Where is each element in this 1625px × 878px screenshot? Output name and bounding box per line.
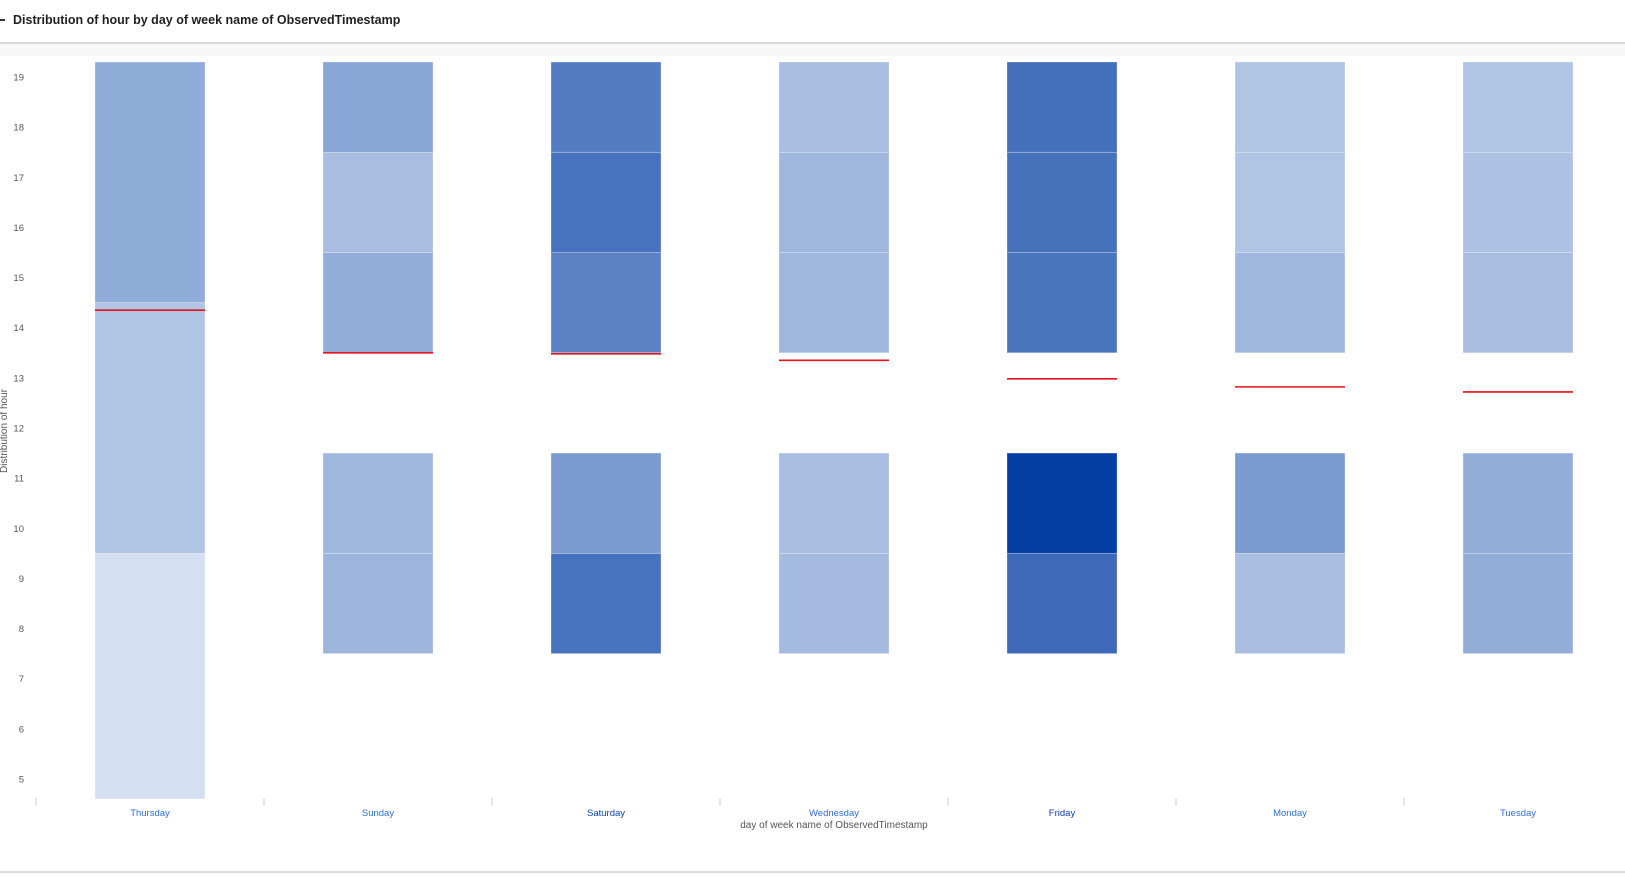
x-tick-label: Wednesday — [809, 808, 859, 819]
y-tick-label: 10 — [13, 524, 24, 535]
heatmap-cell — [1234, 252, 1346, 354]
x-tick-label: Friday — [1049, 808, 1076, 819]
y-axis: 5 6 7 8 9 10 11 12 13 14 15 16 17 18 19 — [13, 73, 24, 786]
y-tick-label: 9 — [19, 574, 24, 585]
heatmap-cell — [778, 552, 890, 655]
heatmap-cell — [1234, 552, 1346, 655]
heatmap-cell — [1462, 552, 1574, 655]
y-tick-label: 7 — [19, 674, 24, 685]
heatmap-cell — [322, 151, 434, 253]
y-tick-label: 11 — [14, 474, 24, 485]
page-title: Distribution of hour by day of week name… — [13, 13, 401, 27]
heatmap-cell — [322, 452, 434, 554]
y-tick-label: 16 — [13, 223, 24, 234]
y-tick-label: 18 — [13, 123, 24, 134]
heatmap-cell — [322, 61, 434, 153]
heatmap-cell — [778, 252, 890, 354]
heatmap-cell — [550, 61, 662, 153]
y-tick-label: 14 — [13, 323, 24, 334]
x-axis: Thursday Sunday Saturday Wednesday Friday Mon… — [35, 798, 1536, 819]
heatmap-cell — [1234, 61, 1346, 153]
heatmap-cell — [778, 61, 890, 153]
heatmap-cell — [1462, 252, 1574, 354]
heatmap-cell — [322, 252, 434, 354]
y-tick-label: 17 — [13, 173, 24, 184]
y-axis-label: Distribution of hour — [0, 388, 10, 473]
heatmap-cell — [778, 452, 890, 554]
y-tick-label: 13 — [13, 373, 24, 384]
y-tick-label: 6 — [19, 724, 24, 735]
heatmap-chart: 5 6 7 8 9 10 11 12 13 14 15 16 17 18 19 Thursday Sunday… — [0, 61, 1574, 831]
x-tick-label: Thursday — [130, 808, 170, 819]
x-axis-label: day of week name of ObservedTimestamp — [740, 820, 928, 831]
y-tick-label: 12 — [13, 423, 24, 434]
bars-layer — [94, 61, 1574, 800]
heatmap-cell — [1462, 452, 1574, 554]
y-tick-label: 19 — [13, 73, 24, 84]
heatmap-cell — [550, 252, 662, 354]
heatmap-cell — [1006, 452, 1118, 554]
footer-divider — [0, 871, 1625, 873]
toolbar-strip — [0, 44, 1625, 56]
chart-header: Distribution of hour by day of week name… — [0, 0, 1625, 44]
heatmap-cell — [550, 552, 662, 655]
x-tick-label: Saturday — [587, 808, 625, 819]
y-tick-label: 8 — [19, 624, 24, 635]
x-tick-label: Tuesday — [1500, 808, 1536, 819]
collapse-icon[interactable] — [0, 19, 5, 21]
heatmap-cell — [1462, 61, 1574, 153]
heatmap-cell — [94, 302, 206, 554]
y-tick-label: 15 — [13, 273, 24, 284]
heatmap-cell — [550, 452, 662, 554]
x-tick-label: Monday — [1273, 808, 1307, 819]
heatmap-cell — [1234, 151, 1346, 253]
heatmap-cell — [550, 151, 662, 253]
heatmap-cell — [778, 151, 890, 253]
heatmap-cell — [94, 61, 206, 304]
heatmap-cell — [1234, 452, 1346, 554]
heatmap-cell — [94, 552, 206, 800]
x-tick-label: Sunday — [362, 808, 394, 819]
heatmap-cell — [1006, 151, 1118, 253]
heatmap-cell — [1006, 252, 1118, 354]
y-tick-label: 5 — [19, 774, 24, 785]
heatmap-cell — [322, 552, 434, 655]
heatmap-cell — [1006, 61, 1118, 153]
heatmap-cell — [1462, 151, 1574, 253]
heatmap-cell — [1006, 552, 1118, 655]
mean-lines-layer — [95, 309, 1573, 393]
